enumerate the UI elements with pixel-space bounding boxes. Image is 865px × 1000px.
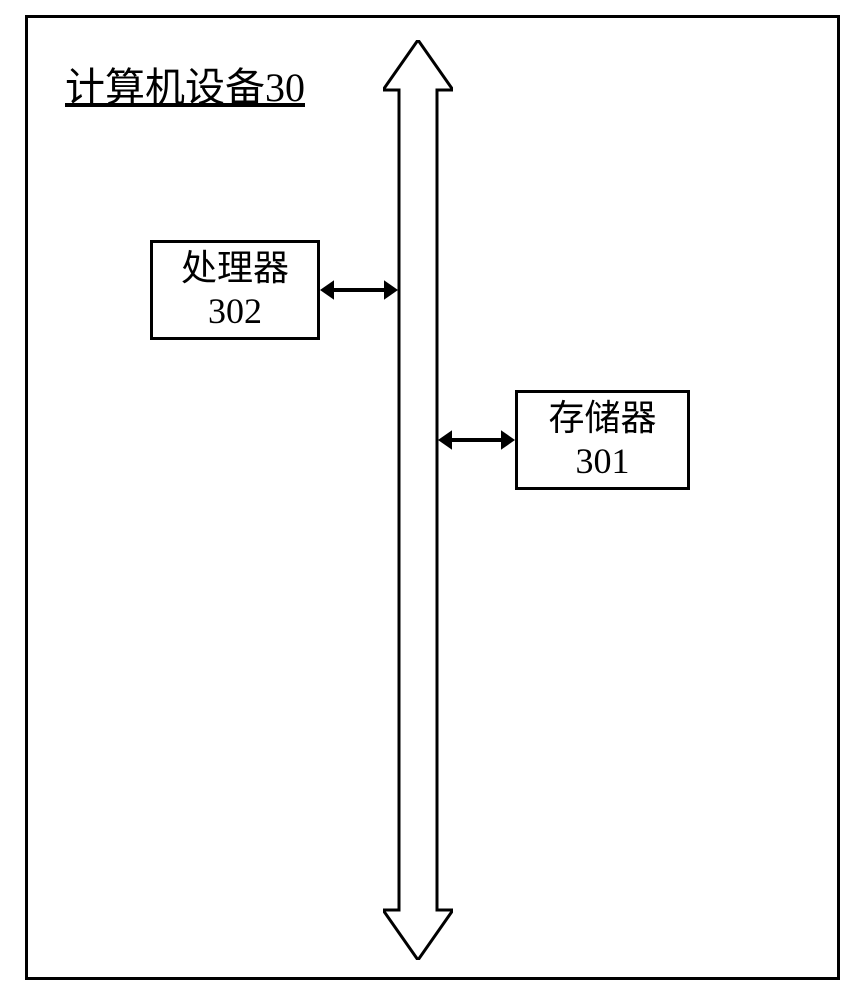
bus-arrow	[383, 40, 453, 960]
processor-connector	[320, 274, 398, 306]
processor-label: 处理器	[181, 247, 289, 290]
memory-box: 存储器301	[515, 390, 690, 490]
memory-number: 301	[576, 440, 630, 483]
diagram-title: 计算机设备30	[65, 55, 305, 113]
memory-label: 存储器	[548, 397, 656, 440]
processor-number: 302	[208, 290, 262, 333]
processor-box: 处理器302	[150, 240, 320, 340]
memory-connector	[438, 424, 515, 456]
